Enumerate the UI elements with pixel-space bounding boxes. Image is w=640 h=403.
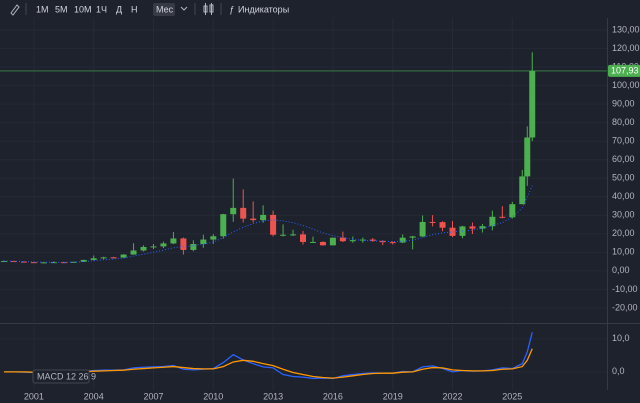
candle-body [429,221,436,223]
candle-body [90,258,97,260]
y-tick-label: -20,00 [612,302,638,312]
candle-body [40,262,47,264]
chart-type-icon[interactable] [203,3,214,15]
candle-body [240,207,247,219]
candle-body [200,239,207,245]
y-tick-label: 60,00 [612,154,635,164]
candle-body [110,257,117,259]
candle-body [190,244,197,250]
candle-body [389,242,396,244]
candle-body [499,216,506,218]
candle-body [160,243,167,247]
candle-body [489,216,496,227]
candle-body [469,226,476,229]
candle-body [329,237,336,246]
candle-body [399,237,406,243]
candle-body [359,239,366,241]
y-tick-label: 130,00 [612,24,640,34]
candle-body [529,70,536,138]
interval-button[interactable]: Д [116,4,122,14]
indicators-icon[interactable]: ƒ [229,4,234,14]
x-tick-label: 2010 [203,391,223,401]
y-tick-label: 30,00 [612,210,635,220]
y-tick-label: 90,00 [612,99,635,109]
candle-body [519,176,526,205]
candle-body [140,246,147,251]
candle-body [180,238,187,250]
interval-button[interactable]: 1М [36,4,49,14]
y-tick-label: -10,00 [612,284,638,294]
candle-body [230,207,237,215]
y-tick-label: 0,00 [612,265,630,275]
x-tick-label: 2001 [24,391,44,401]
candle-body [479,226,486,229]
y-tick-label: 10,0 [612,333,630,343]
candle-body [369,239,376,241]
interval-button[interactable]: Н [131,4,138,14]
y-tick-label: 40,00 [612,191,635,201]
draw-icon[interactable] [10,4,20,16]
candle-body [100,257,107,259]
candle-body [270,214,277,235]
y-tick-label: 120,00 [612,43,640,53]
interval-selected[interactable] [153,3,175,16]
candle-body [509,204,516,218]
interval-button[interactable]: 10М [74,4,92,14]
y-tick-label: 20,00 [612,228,635,238]
candle-body [250,218,257,221]
interval-button[interactable]: 1Ч [96,4,107,14]
candle-body [20,261,27,263]
macd-line [3,348,533,379]
y-tick-label: 0,0 [612,366,625,376]
candle-body [210,236,217,240]
candle-body [170,238,177,244]
candle-body [30,262,37,264]
legend-label: MACD 12 26 9 [37,371,96,381]
candle-body [349,240,356,242]
candle-body [220,214,227,237]
x-tick-label: 2022 [442,391,462,401]
x-tick-label: 2019 [383,391,403,401]
candle-body [130,250,137,255]
y-tick-label: 10,00 [612,247,635,257]
interval-dropdown[interactable] [180,6,188,11]
macd-line [3,332,533,380]
candle-body [50,262,57,264]
legend-box [32,369,90,384]
candle-body [290,234,297,236]
candle-body [319,241,326,246]
candle-body [150,246,157,248]
y-tick-label: 100,00 [612,80,640,90]
x-tick-label: 2025 [502,391,522,401]
candle-body [409,236,416,238]
candle-body [260,214,267,221]
candle-body [80,259,87,262]
candle-body [120,254,127,258]
x-tick-label: 2004 [84,391,104,401]
y-tick-label: 50,00 [612,173,635,183]
candle-body [309,241,316,243]
candle-body [439,222,446,228]
candle-body [300,234,307,242]
candle-body [339,237,346,242]
x-tick-label: 2013 [263,391,283,401]
last-price-tag [608,64,640,77]
candle-body [524,137,531,177]
candle-body [419,221,426,237]
y-tick-label: 70,00 [612,136,635,146]
interval-button[interactable]: Мес [156,4,174,14]
x-tick-label: 2016 [323,391,343,401]
x-tick-label: 2007 [143,391,163,401]
candle-body [280,234,287,236]
interval-button[interactable]: 5М [55,4,68,14]
candle-body [449,227,456,236]
toolbar: ƒ Индикаторы [10,3,289,16]
last-price-label: 107,93 [611,65,639,75]
y-tick-label: 80,00 [612,117,635,127]
candle-body [60,262,67,264]
indicators-button[interactable]: Индикаторы [238,4,289,14]
